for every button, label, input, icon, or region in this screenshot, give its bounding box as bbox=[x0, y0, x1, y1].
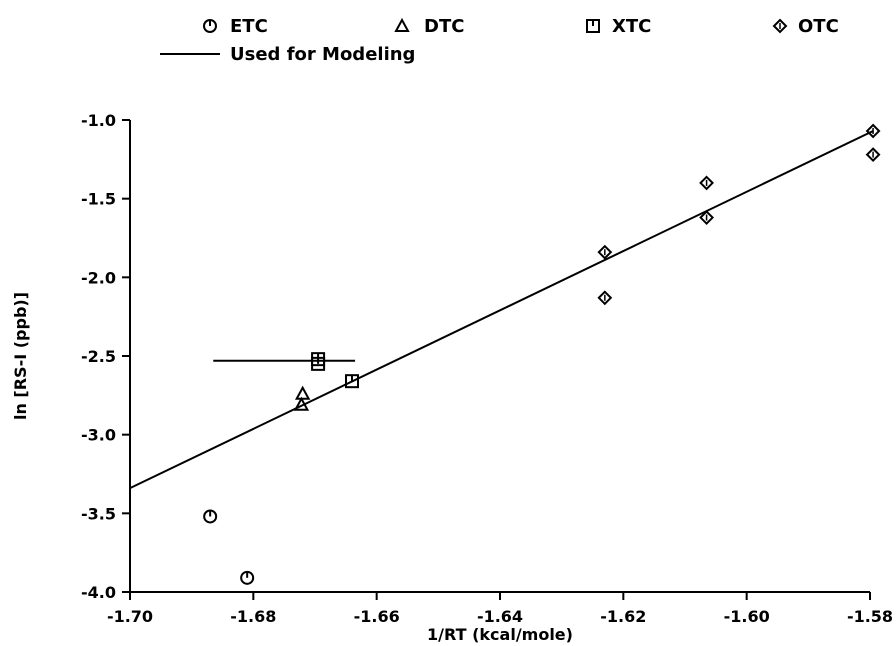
legend-label-dtc: DTC bbox=[424, 16, 464, 37]
x-tick-label: -1.70 bbox=[107, 607, 153, 626]
point-etc bbox=[240, 570, 255, 585]
y-tick-label: -1.5 bbox=[81, 190, 116, 209]
legend-marker-etc bbox=[203, 19, 217, 33]
point-etc bbox=[203, 509, 218, 524]
legend-label-etc: ETC bbox=[230, 16, 268, 37]
y-tick-label: -3.0 bbox=[81, 426, 116, 445]
point-dtc bbox=[294, 385, 311, 400]
legend-item-dtc: DTC bbox=[394, 16, 464, 37]
legend-symbol-dtc bbox=[394, 17, 410, 32]
point-otc bbox=[597, 290, 613, 306]
y-tick-label: -2.5 bbox=[81, 347, 116, 366]
x-tick-label: -1.58 bbox=[847, 607, 893, 626]
x-tick-label: -1.68 bbox=[230, 607, 276, 626]
legend-marker-dtc bbox=[394, 17, 410, 32]
legend-symbol-otc bbox=[772, 18, 788, 34]
x-axis-label: 1/RT (kcal/mole) bbox=[427, 625, 573, 644]
fit-lines bbox=[129, 130, 874, 490]
data-points bbox=[203, 123, 881, 585]
y-axis-label: ln [RS-I (ppb)] bbox=[11, 292, 30, 420]
y-tick-label: -3.5 bbox=[81, 504, 116, 523]
legend-label-model-line: Used for Modeling bbox=[230, 44, 415, 65]
legend-symbol-etc bbox=[203, 19, 217, 33]
legend-marker-otc bbox=[772, 18, 788, 34]
x-tick-label: -1.60 bbox=[724, 607, 770, 626]
legend: ETC DTC XTC OTC Used for Modeling bbox=[160, 16, 839, 65]
y-tick-label: -4.0 bbox=[81, 583, 116, 602]
point-xtc bbox=[345, 374, 359, 389]
x-tick-label: -1.66 bbox=[354, 607, 400, 626]
point-otc bbox=[865, 123, 881, 139]
x-tick-label: -1.64 bbox=[477, 607, 523, 626]
legend-marker-xtc bbox=[586, 19, 600, 33]
point-dtc bbox=[293, 396, 310, 411]
model-line bbox=[129, 130, 874, 490]
legend-item-model-line: Used for Modeling bbox=[160, 44, 415, 65]
ticks: -1.70 -1.68 -1.66 -1.64 -1.62 -1.60 -1.58 -1.0 -… bbox=[81, 111, 893, 626]
legend-label-otc: OTC bbox=[798, 16, 839, 37]
point-otc bbox=[597, 244, 613, 260]
y-tick-label: -1.0 bbox=[81, 111, 116, 130]
x-tick-label: -1.62 bbox=[600, 607, 646, 626]
legend-item-otc: OTC bbox=[772, 16, 839, 37]
legend-item-etc: ETC bbox=[203, 16, 268, 37]
point-otc bbox=[699, 175, 714, 191]
point-xtc bbox=[311, 356, 326, 371]
legend-symbol-xtc bbox=[586, 19, 600, 33]
y-tick-label: -2.0 bbox=[81, 268, 116, 287]
legend-label-xtc: XTC bbox=[612, 16, 651, 37]
axes bbox=[129, 120, 870, 593]
point-otc bbox=[699, 210, 714, 225]
legend-item-xtc: XTC bbox=[586, 16, 651, 37]
point-otc bbox=[865, 147, 881, 163]
